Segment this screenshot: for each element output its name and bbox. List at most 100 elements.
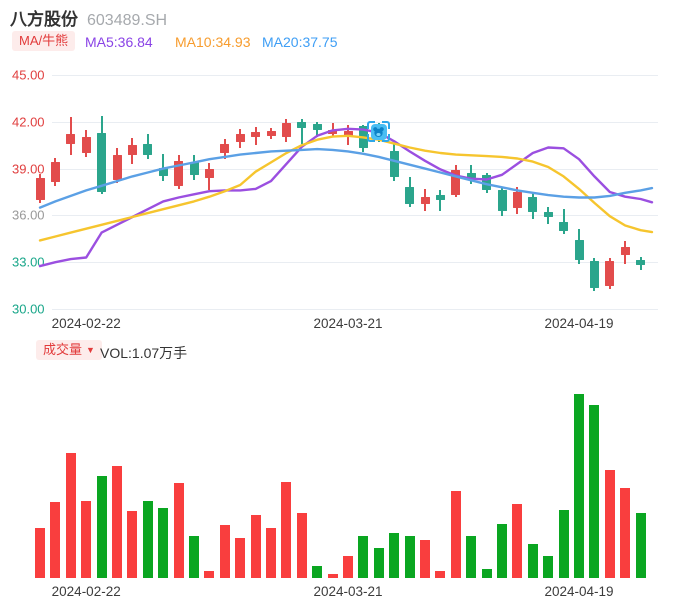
candlestick[interactable] [466, 172, 476, 178]
candle-wick [439, 190, 442, 211]
price-axis-label: 45.00 [12, 67, 45, 83]
candlestick[interactable] [451, 170, 461, 196]
volume-bar[interactable] [527, 544, 538, 578]
candlestick[interactable] [605, 260, 615, 286]
candlestick[interactable] [251, 131, 261, 137]
volume-bar[interactable] [558, 510, 569, 578]
candlestick[interactable] [158, 167, 168, 177]
candlestick[interactable] [297, 121, 307, 129]
volume-bar[interactable] [96, 476, 107, 578]
candlestick[interactable] [189, 162, 199, 175]
candlestick[interactable] [497, 190, 507, 211]
volume-bar[interactable] [481, 569, 492, 578]
ma20-readout: MA20:37.75 [262, 34, 338, 50]
candlestick[interactable] [66, 134, 76, 144]
volume-bar[interactable] [158, 508, 169, 578]
candlestick[interactable] [127, 145, 137, 155]
candlestick[interactable] [50, 162, 60, 182]
volume-bar[interactable] [112, 466, 122, 578]
volume-bar[interactable] [420, 540, 430, 578]
candlestick[interactable] [559, 222, 569, 231]
candlestick[interactable] [343, 131, 353, 137]
candlestick[interactable] [204, 168, 214, 178]
candlestick[interactable] [589, 261, 599, 288]
candlestick[interactable] [97, 132, 107, 192]
candlestick[interactable] [328, 129, 338, 135]
volume-bar[interactable] [435, 571, 446, 578]
bear-signal-marker[interactable] [367, 121, 391, 143]
candlestick[interactable] [543, 212, 553, 217]
volume-bar[interactable] [235, 538, 246, 578]
volume-bar[interactable] [358, 536, 369, 578]
candlestick[interactable] [220, 143, 230, 153]
volume-bar[interactable] [574, 394, 584, 578]
candlestick[interactable] [405, 187, 415, 205]
candlestick[interactable] [281, 123, 291, 138]
gridline [52, 75, 658, 76]
candlestick[interactable] [636, 259, 646, 266]
volume-bar[interactable] [204, 571, 215, 578]
ma10-readout: MA10:34.93 [175, 34, 251, 50]
volume-bar[interactable] [35, 528, 45, 578]
candlestick[interactable] [389, 151, 399, 178]
volume-bar[interactable] [81, 501, 92, 578]
date-axis-label: 2024-02-22 [51, 584, 121, 599]
volume-bar[interactable] [450, 491, 461, 578]
volume-bar[interactable] [50, 502, 61, 578]
stock-code: 603489.SH [87, 12, 168, 29]
candlestick[interactable] [528, 196, 538, 213]
candlestick[interactable] [174, 160, 184, 186]
volume-bar[interactable] [604, 470, 615, 578]
candlestick[interactable] [35, 177, 45, 200]
volume-bar[interactable] [635, 513, 646, 578]
volume-bar[interactable] [266, 528, 276, 578]
volume-bar[interactable] [497, 524, 507, 578]
volume-bar[interactable] [219, 525, 230, 578]
volume-bar[interactable] [127, 511, 138, 578]
volume-bar[interactable] [281, 482, 292, 578]
candlestick[interactable] [482, 174, 492, 191]
volume-bar[interactable] [327, 574, 338, 578]
candlestick[interactable] [435, 195, 445, 200]
volume-bar[interactable] [389, 533, 400, 578]
dropdown-arrow-icon: ▼ [86, 344, 95, 355]
volume-bar[interactable] [404, 536, 415, 578]
volume-bar[interactable] [173, 483, 184, 578]
candlestick[interactable] [312, 124, 322, 130]
volume-bar[interactable] [250, 515, 261, 578]
price-axis-label: 33.00 [12, 254, 45, 270]
volume-bar[interactable] [312, 566, 323, 578]
candlestick[interactable] [235, 134, 245, 143]
candlestick[interactable] [81, 137, 91, 153]
candlestick[interactable] [574, 240, 584, 260]
price-axis-label: 42.00 [12, 114, 45, 130]
volume-bar[interactable] [296, 513, 307, 578]
candlestick[interactable] [512, 192, 522, 208]
date-axis-label: 2024-04-19 [544, 584, 614, 599]
volume-bar[interactable] [189, 536, 199, 578]
volume-bar[interactable] [65, 453, 76, 578]
volume-header: 成交量 ▼ VOL:1.07万手 [0, 340, 686, 362]
volume-bar[interactable] [620, 488, 631, 578]
volume-bar[interactable] [466, 536, 477, 578]
date-axis-label: 2024-02-22 [51, 316, 121, 331]
ma5-readout: MA5:36.84 [85, 34, 153, 50]
candlestick[interactable] [420, 196, 430, 204]
volume-bar[interactable] [589, 405, 600, 578]
volume-type-label: 成交量 [43, 342, 83, 357]
volume-bar[interactable] [373, 548, 384, 578]
volume-bar[interactable] [142, 501, 153, 578]
volume-bar[interactable] [543, 556, 554, 578]
header: 八方股份 603489.SH [10, 5, 167, 30]
volume-type-dropdown[interactable]: 成交量 ▼ [36, 340, 102, 360]
volume-bar[interactable] [512, 504, 523, 578]
candlestick[interactable] [112, 154, 122, 180]
volume-bar[interactable] [343, 556, 353, 578]
candlestick[interactable] [143, 143, 153, 155]
candlestick[interactable] [620, 247, 630, 256]
ma-mode-toggle[interactable]: MA/牛熊 [12, 31, 76, 51]
candlestick[interactable] [266, 131, 276, 136]
